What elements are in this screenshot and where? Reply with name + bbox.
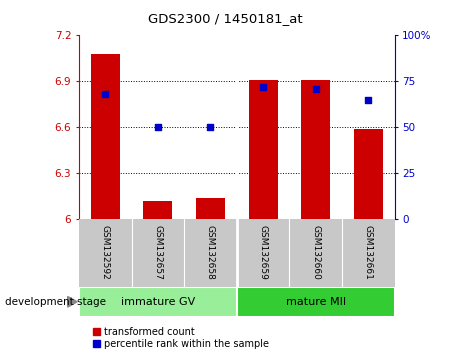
- Point: [207, 125, 214, 130]
- Point: [259, 84, 267, 90]
- Text: immature GV: immature GV: [121, 297, 195, 307]
- Bar: [301, 80, 330, 219]
- Text: development stage: development stage: [5, 297, 106, 307]
- Text: GDS2300 / 1450181_at: GDS2300 / 1450181_at: [148, 12, 303, 25]
- Text: mature MII: mature MII: [285, 297, 346, 307]
- Text: GSM132659: GSM132659: [258, 225, 267, 280]
- Point: [312, 86, 319, 92]
- Point: [154, 125, 161, 130]
- Point: [101, 91, 109, 97]
- Bar: [91, 54, 120, 219]
- Text: GSM132658: GSM132658: [206, 225, 215, 280]
- Bar: [79, 287, 237, 317]
- Text: GSM132592: GSM132592: [101, 225, 110, 280]
- Text: GSM132657: GSM132657: [153, 225, 162, 280]
- Bar: [354, 129, 383, 219]
- Bar: [196, 198, 225, 219]
- Bar: [237, 287, 395, 317]
- Text: GSM132661: GSM132661: [364, 225, 373, 280]
- Bar: [143, 201, 172, 219]
- Legend: transformed count, percentile rank within the sample: transformed count, percentile rank withi…: [93, 327, 268, 349]
- Bar: [249, 80, 277, 219]
- Text: GSM132660: GSM132660: [311, 225, 320, 280]
- Point: [365, 97, 372, 103]
